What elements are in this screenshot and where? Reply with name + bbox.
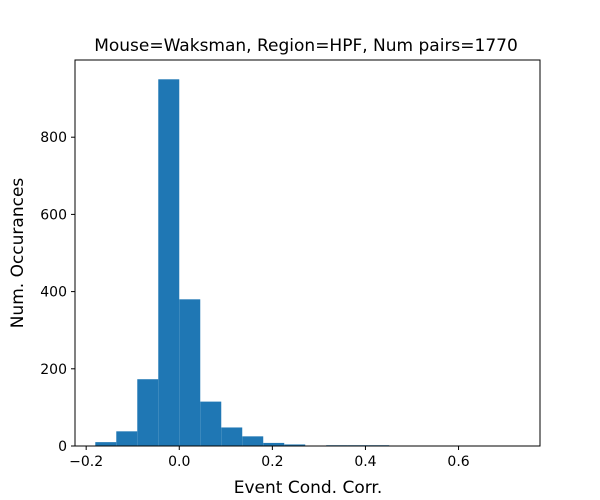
y-tick-label: 600 <box>40 207 67 223</box>
x-tick-label: 0.4 <box>354 454 376 470</box>
y-tick-label: 0 <box>58 439 67 455</box>
histogram-bar <box>95 442 117 446</box>
histogram-bar <box>179 299 201 446</box>
histogram-bar <box>116 431 138 446</box>
histogram-bar <box>221 427 243 446</box>
x-axis-label: Event Cond. Corr. <box>234 478 383 498</box>
histogram-bar <box>263 442 285 446</box>
y-tick-label: 400 <box>40 285 67 301</box>
y-axis-ticks: 0 200 400 600 800 <box>40 130 75 455</box>
y-tick-label: 800 <box>40 130 67 146</box>
chart-title: Mouse=Waksman, Region=HPF, Num pairs=177… <box>94 36 518 56</box>
x-axis-ticks: −0.2 0.0 0.2 0.4 0.6 <box>69 446 470 470</box>
x-tick-label: 0.2 <box>261 454 283 470</box>
plot-frame <box>74 59 541 447</box>
histogram-bar <box>137 379 159 446</box>
histogram-bar <box>284 444 306 446</box>
y-tick-label: 200 <box>40 362 67 378</box>
y-axis-label: Num. Occurances <box>8 178 28 329</box>
histogram-bar <box>158 79 180 447</box>
x-tick-label: −0.2 <box>69 454 103 470</box>
x-tick-label: 0.0 <box>168 454 190 470</box>
histogram-bar <box>200 401 222 446</box>
x-tick-label: 0.6 <box>447 454 469 470</box>
histogram-bars <box>95 79 516 447</box>
histogram-bar <box>242 436 264 446</box>
